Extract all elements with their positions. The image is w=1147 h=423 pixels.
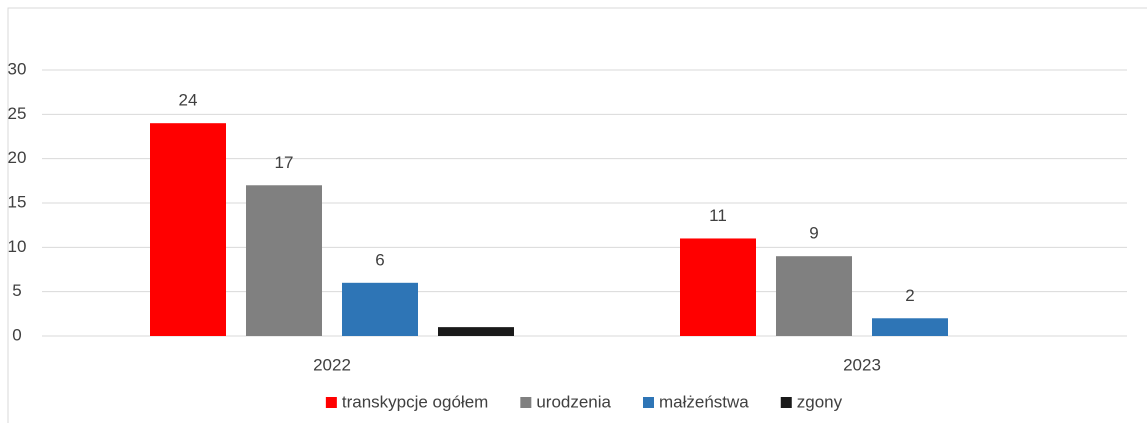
bar	[150, 123, 226, 336]
legend-swatch	[325, 397, 337, 408]
y-tick-label: 25	[8, 104, 27, 123]
chart-border	[7, 7, 1147, 423]
y-tick-label: 30	[8, 59, 27, 78]
legend-swatch	[520, 397, 532, 408]
legend-swatch	[643, 397, 654, 408]
legend-label: urodzenia	[536, 392, 611, 411]
data-label: 6	[375, 250, 384, 269]
y-tick-label: 5	[12, 281, 21, 300]
y-tick-label: 10	[8, 237, 27, 256]
legend-label: transkypcje ogółem	[342, 392, 488, 411]
data-label: 24	[179, 91, 198, 110]
legend-label: zgony	[797, 392, 843, 411]
data-label: 17	[275, 153, 294, 172]
legend-label: małżeństwa	[659, 392, 749, 411]
x-tick-label: 2023	[843, 355, 881, 374]
bar	[246, 185, 322, 336]
y-tick-label: 0	[12, 325, 21, 344]
y-tick-label: 15	[8, 192, 27, 211]
bar	[872, 318, 948, 336]
bar	[342, 282, 418, 336]
bar	[680, 238, 756, 336]
x-tick-label: 2022	[313, 355, 351, 374]
data-label: 9	[809, 224, 818, 243]
y-tick-label: 20	[8, 148, 27, 167]
data-label: 2	[905, 286, 914, 305]
legend-swatch	[780, 397, 792, 408]
data-label: 11	[709, 206, 727, 225]
bar	[438, 327, 514, 336]
bar	[776, 256, 852, 336]
